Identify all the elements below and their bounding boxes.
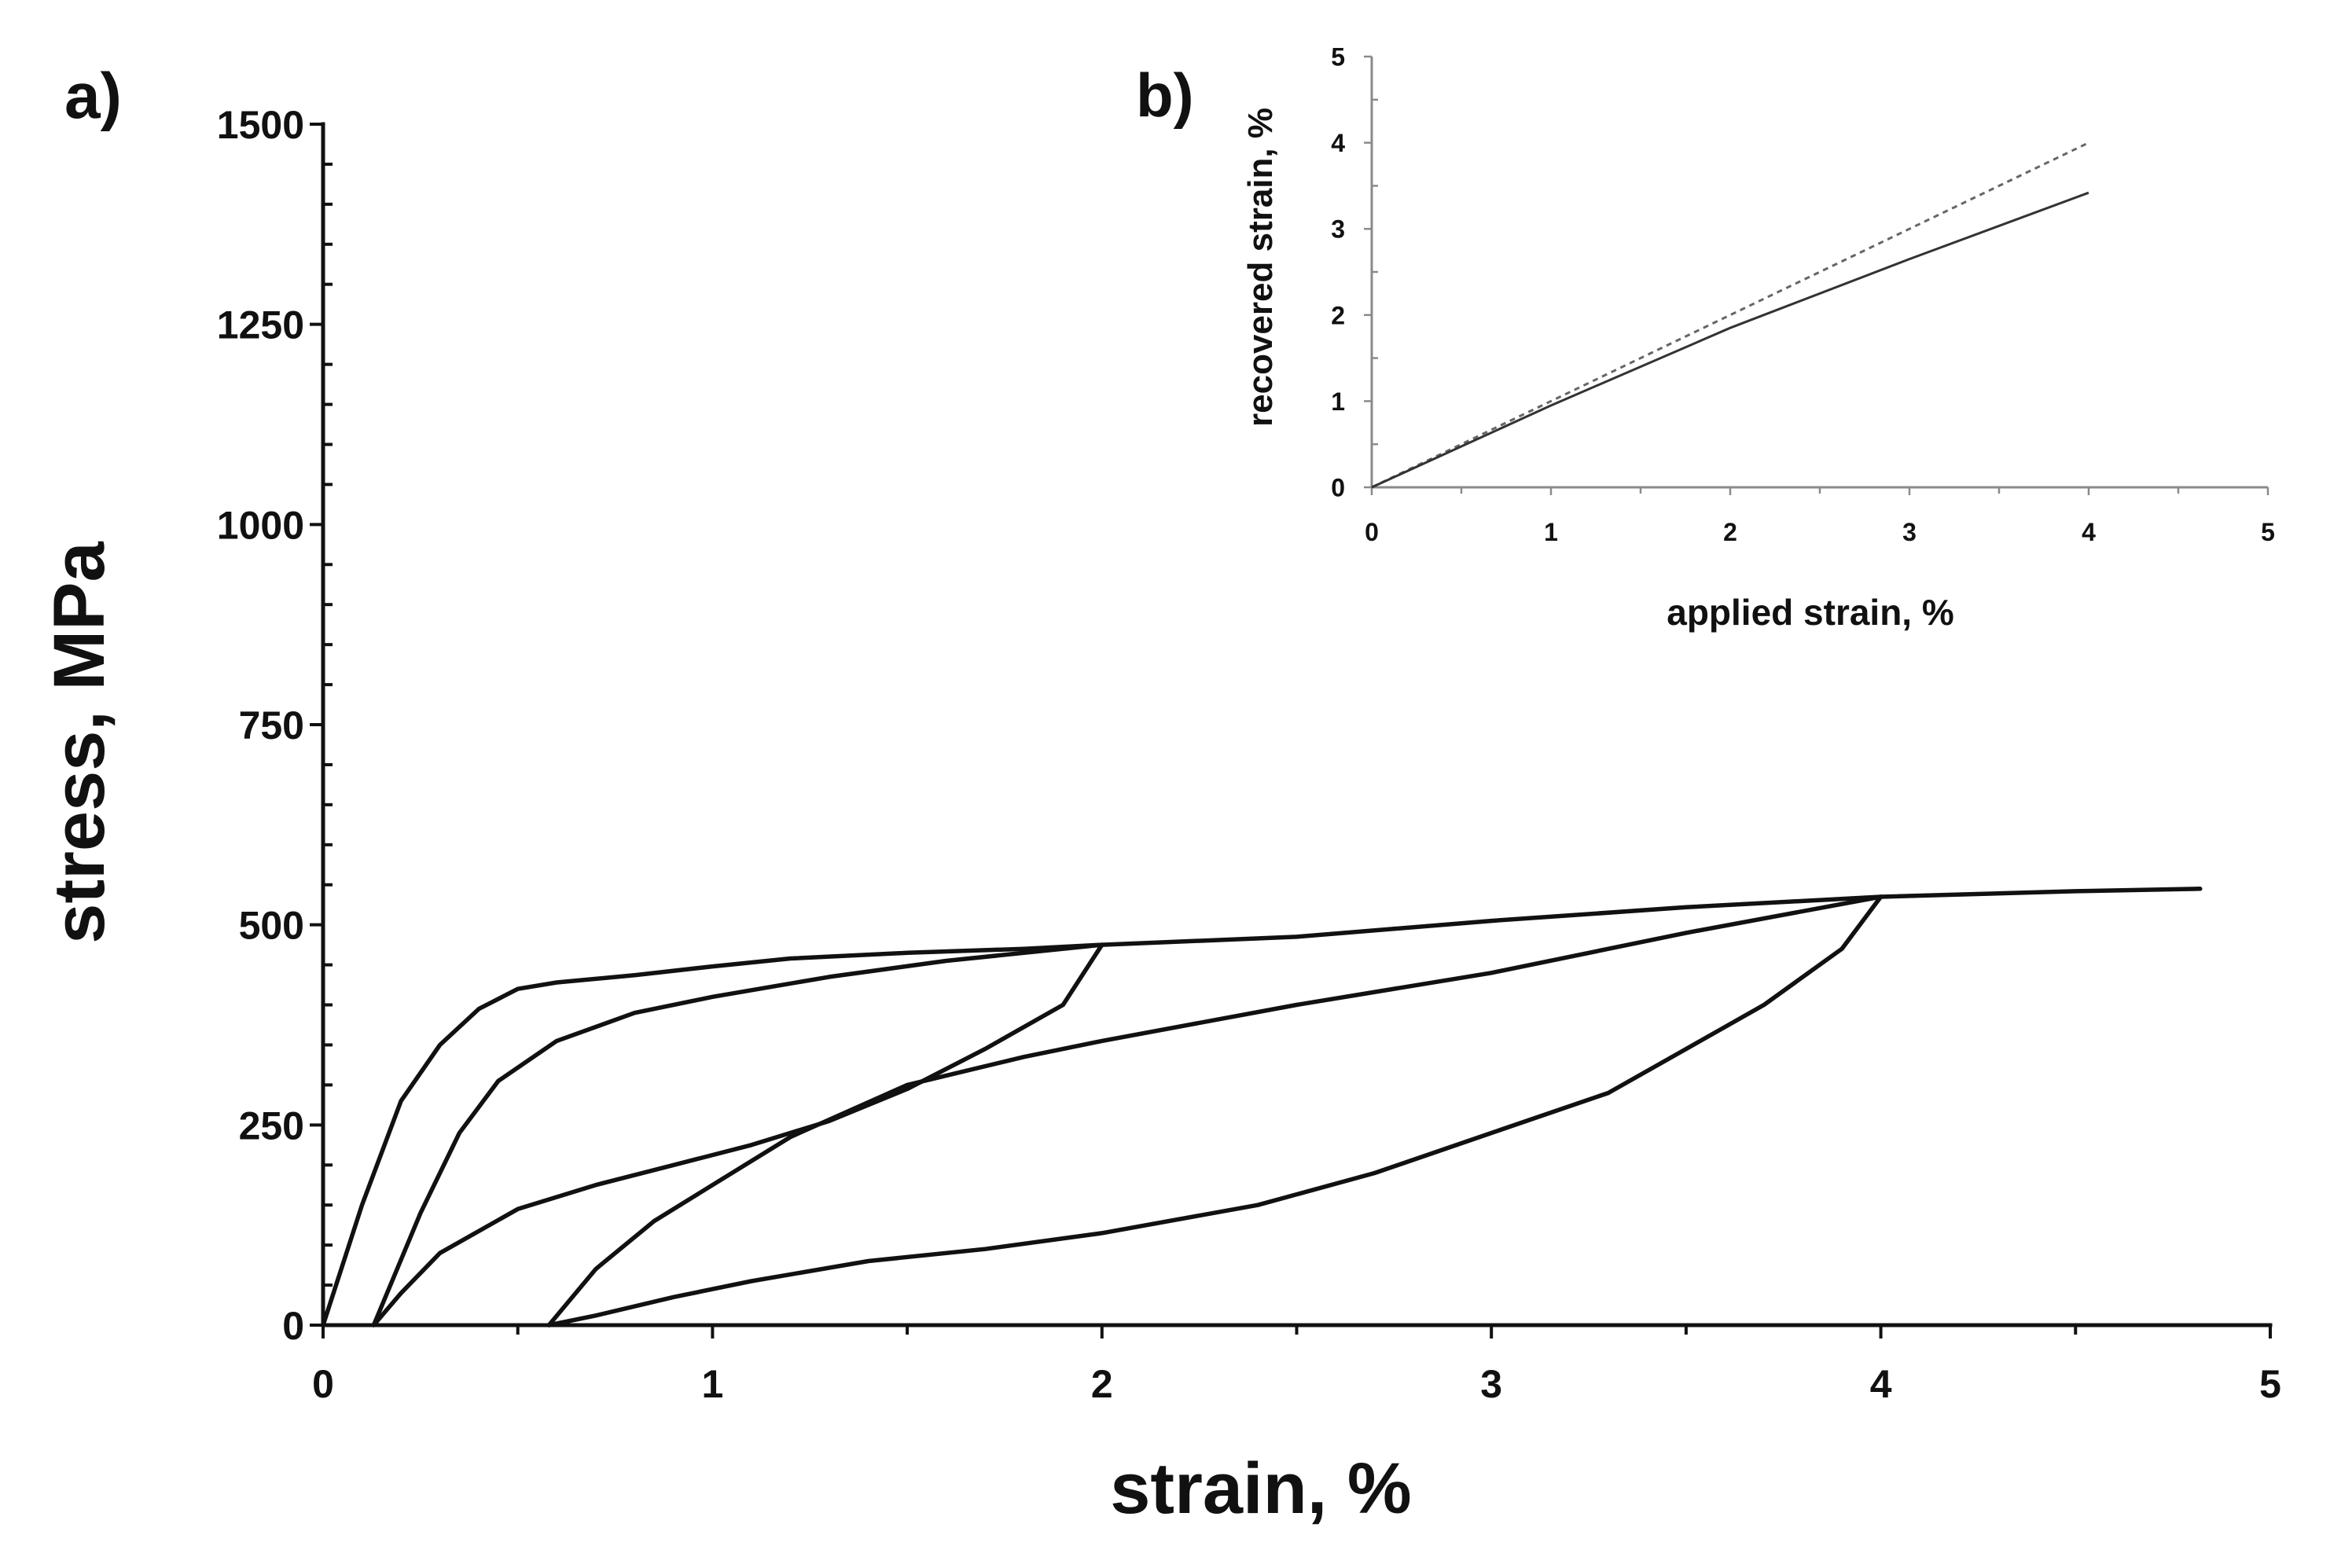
main-series-1	[371, 942, 1104, 1327]
main-y-tick-label: 1250	[217, 303, 304, 347]
inset-series-group	[1371, 141, 2089, 489]
inset-series-1	[1371, 191, 2089, 489]
panel-label-a: a)	[64, 61, 122, 132]
inset-y-tick-label: 3	[1331, 215, 1345, 244]
main-y-tick-label: 500	[239, 904, 304, 948]
inset-x-tick-label: 2	[1723, 518, 1737, 546]
inset-y-tick-label: 1	[1331, 387, 1345, 416]
main-x-axis-label: strain, %	[1110, 1449, 1411, 1529]
main-y-tick-label: 1000	[217, 503, 304, 547]
main-series-group	[321, 887, 2203, 1327]
inset-y-tick-label: 2	[1331, 301, 1345, 329]
inset-y-tick-label: 4	[1331, 129, 1345, 157]
inset-series-0	[1371, 141, 2089, 489]
main-x-tick-label: 3	[1480, 1362, 1502, 1406]
inset-y-tick-label: 0	[1331, 474, 1345, 502]
main-x-tick-label: 0	[312, 1362, 334, 1406]
inset-x-tick-label: 0	[1365, 518, 1379, 546]
inset-axes: 0 1 2 3 4 5 0 1 2 3 4 5	[1331, 43, 2275, 546]
inset-x-tick-label: 1	[1544, 518, 1558, 546]
inset-y-axis-label: recovered strain, %	[1241, 108, 1280, 427]
main-chart: a) stress, MPa strain, % 0 1 2 3 4 5025050075…	[39, 61, 2281, 1529]
main-y-axis-label: stress, MPa	[39, 541, 119, 943]
main-x-tick-label: 4	[1870, 1362, 1892, 1406]
main-x-tick-label: 5	[2259, 1362, 2281, 1406]
main-y-tick-label: 750	[239, 703, 304, 747]
main-y-tick-label: 1500	[217, 103, 304, 147]
inset-x-tick-label: 3	[1902, 518, 1917, 546]
inset-x-tick-label: 5	[2261, 518, 2275, 546]
main-x-tick-label: 2	[1091, 1362, 1113, 1406]
inset-y-tick-label: 5	[1331, 43, 1345, 72]
inset-chart: b) recovered strain, % applied strain, %…	[1136, 43, 2275, 633]
panel-label-b: b)	[1136, 61, 1194, 130]
main-y-tick-label: 0	[282, 1304, 304, 1348]
main-series-4	[546, 894, 1883, 1327]
main-y-tick-label: 250	[239, 1103, 304, 1148]
main-series-0	[321, 887, 2203, 1327]
inset-x-tick-label: 4	[2082, 518, 2096, 546]
inset-x-axis-label: applied strain, %	[1667, 592, 1954, 633]
main-series-2	[371, 942, 1104, 1327]
main-series-3	[546, 894, 1883, 1327]
main-x-tick-label: 1	[701, 1362, 723, 1406]
